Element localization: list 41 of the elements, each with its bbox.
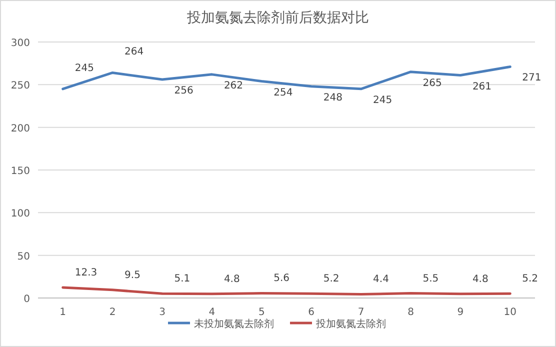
data-label: 5.2 — [522, 274, 538, 285]
data-label: 271 — [522, 72, 542, 84]
data-label: 5.5 — [422, 273, 439, 284]
x-tick-label: 6 — [308, 307, 315, 318]
data-label: 254 — [274, 87, 293, 98]
data-label: 9.5 — [124, 270, 140, 281]
x-tick-label: 2 — [109, 307, 116, 318]
y-tick-label: 0 — [24, 294, 30, 305]
data-label: 264 — [124, 46, 144, 58]
data-label: 12.3 — [74, 268, 98, 279]
data-label: 5.6 — [274, 273, 290, 284]
x-tick-label: 7 — [358, 307, 364, 318]
data-label: 4.4 — [373, 274, 389, 286]
y-tick-label: 200 — [10, 123, 30, 134]
y-tick-label: 300 — [10, 38, 30, 49]
y-tick-label: 50 — [17, 251, 30, 262]
data-label: 262 — [224, 80, 244, 92]
legend-label: 未投加氨氮去除剂 — [194, 318, 274, 330]
data-label: 5.1 — [174, 274, 190, 285]
legend-label: 投加氨氮去除剂 — [315, 318, 386, 330]
data-label: 248 — [323, 92, 342, 104]
y-tick-label: 250 — [10, 80, 30, 92]
x-tick-label: 9 — [457, 307, 464, 318]
x-tick-label: 5 — [258, 307, 265, 318]
data-label: 4.8 — [224, 274, 240, 285]
data-label: 4.8 — [472, 274, 488, 285]
data-label: 265 — [422, 78, 442, 89]
data-label: 245 — [74, 62, 94, 74]
y-tick-label: 100 — [10, 208, 30, 220]
data-label: 256 — [174, 86, 194, 97]
y-tick-label: 150 — [10, 166, 30, 177]
x-tick-label: 10 — [504, 307, 517, 318]
data-label: 5.2 — [323, 274, 340, 285]
data-label: 261 — [472, 81, 492, 92]
line-series — [62, 286, 512, 296]
x-tick-label: 1 — [60, 307, 66, 318]
x-tick-label: 4 — [208, 307, 216, 318]
x-tick-label: 8 — [408, 307, 414, 318]
chart-title: 投加氨氮去除剂前后数据对比 — [186, 10, 369, 26]
data-label: 245 — [373, 94, 392, 106]
x-tick-label: 3 — [159, 307, 166, 318]
